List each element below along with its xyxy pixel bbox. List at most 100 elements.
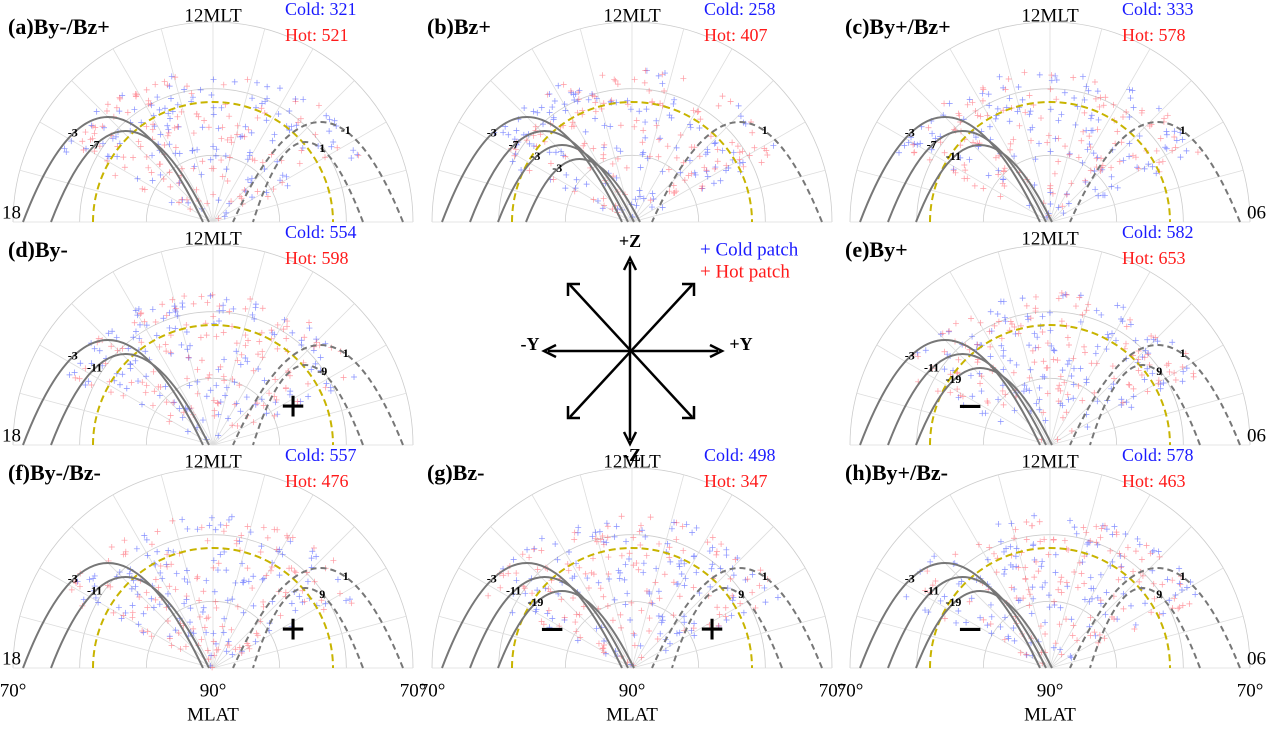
polar-panel: -3 -11 -19 1 9 −: [849, 467, 1251, 669]
grid-spoke: [112, 271, 214, 446]
grid-spoke: [1049, 344, 1224, 446]
grid-spoke: [438, 169, 633, 223]
contour-negative: [525, 158, 641, 223]
grid-spoke: [19, 392, 214, 446]
axis-tick-label: 70°: [819, 680, 846, 701]
boundary-circle: [929, 101, 1171, 223]
hot-patches: [507, 67, 771, 216]
grid-spoke: [39, 567, 214, 669]
grid-spoke: [1049, 80, 1192, 223]
contour-label: -3: [487, 126, 497, 140]
grid-spoke: [631, 494, 733, 669]
grid-spoke: [949, 494, 1051, 669]
grid-spoke: [1049, 615, 1244, 669]
contour-negative: [50, 130, 210, 223]
polar-panel: -3 -7 -11 1: [849, 21, 1251, 223]
grid-spoke: [212, 392, 407, 446]
contour-label: -3: [68, 349, 78, 363]
panel-label: (e)By+: [845, 237, 908, 262]
panel-label: (c)By+/Bz+: [845, 14, 951, 39]
side-label: 06: [1247, 425, 1266, 446]
boundary-circle: [92, 547, 334, 669]
axis-key: [541, 255, 725, 447]
contour-label: -11: [924, 583, 939, 597]
contour-negative: [441, 562, 623, 669]
contour-negative: [22, 562, 204, 669]
contour-negative: [469, 130, 629, 223]
hot-count: Hot: 521: [285, 25, 349, 45]
hot-patches: [68, 517, 355, 671]
legend-cold: + Cold patch: [700, 239, 799, 260]
axis-tick-label: 70°: [419, 680, 446, 701]
polar-panel: -3 -7 -1 1: [12, 21, 414, 223]
axis-tick-label: 90°: [1037, 680, 1064, 701]
hot-count: Hot: 463: [1122, 471, 1186, 491]
axis-title: MLAT: [187, 704, 239, 725]
contour-positive: [232, 121, 404, 223]
key-label: -Z: [623, 445, 641, 465]
contour-negative: [497, 590, 635, 669]
hot-patches: [910, 69, 1201, 219]
grid-spoke: [631, 121, 806, 223]
axis-tick-label: 90°: [200, 680, 227, 701]
contour-negative: [915, 367, 1053, 446]
contour-negative: [887, 576, 1047, 669]
contour-positive: [252, 364, 364, 446]
polar-panel: -3 -7 -3 -3 1: [431, 21, 833, 223]
panel-label: (h)By+/Bz-: [845, 460, 948, 485]
axis-title: MLAT: [606, 704, 658, 725]
contour-negative: [50, 576, 210, 669]
contour-label: -9: [317, 364, 327, 378]
contour-negative: [887, 130, 1047, 223]
contour-label: -19: [945, 372, 961, 386]
panel-label: (g)Bz-: [427, 460, 484, 485]
contour-negative: [859, 562, 1041, 669]
mlt-label: 12MLT: [184, 5, 242, 26]
contour-negative: [859, 116, 1041, 223]
contour-positive: [1069, 121, 1241, 223]
contour-negative: [915, 590, 1053, 669]
panel-label: (d)By-: [8, 237, 68, 262]
axis-title: MLAT: [1024, 704, 1076, 725]
hot-patches: [910, 289, 1197, 443]
cold-patches: [896, 71, 1190, 220]
grid-spoke: [1049, 271, 1151, 446]
polarity-sign: −: [539, 605, 564, 654]
hot-count: Hot: 653: [1122, 248, 1186, 268]
grid-spoke: [908, 526, 1051, 669]
cold-count: Cold: 258: [704, 0, 776, 19]
grid-spoke: [1049, 567, 1224, 669]
contour-negative: [22, 339, 204, 446]
contour-label: -3: [487, 572, 497, 586]
contour-label: -7: [927, 137, 937, 151]
legend-hot: + Hot patch: [700, 261, 790, 282]
contour-positive: [671, 587, 783, 669]
grid-spoke: [212, 80, 355, 223]
cold-count: Cold: 557: [285, 445, 357, 465]
key-label: +Z: [619, 231, 641, 251]
contour-negative: [887, 353, 1047, 446]
polarity-sign: +: [699, 605, 724, 654]
contour-label: -11: [506, 583, 521, 597]
grid-spoke: [949, 271, 1051, 446]
contour-negative: [915, 144, 1053, 223]
contour-negative: [469, 576, 629, 669]
contour-label: 9: [738, 587, 744, 601]
grid-spoke: [71, 526, 214, 669]
contour-positive: [232, 344, 404, 446]
contour-positive: [1089, 587, 1201, 669]
grid-spoke: [856, 169, 1051, 223]
grid-spoke: [212, 303, 355, 446]
contour-label: 1: [1180, 346, 1186, 360]
contour-label: 9: [1156, 364, 1162, 378]
grid-spoke: [997, 28, 1051, 223]
side-label: 06: [1247, 202, 1266, 223]
panel-label: (b)Bz+: [427, 14, 491, 39]
grid-spoke: [71, 80, 214, 223]
boundary-circle: [929, 324, 1171, 446]
grid-spoke: [531, 494, 633, 669]
grid-spoke: [908, 303, 1051, 446]
contour-label: -11: [946, 149, 961, 163]
mlt-label: 12MLT: [603, 451, 661, 472]
